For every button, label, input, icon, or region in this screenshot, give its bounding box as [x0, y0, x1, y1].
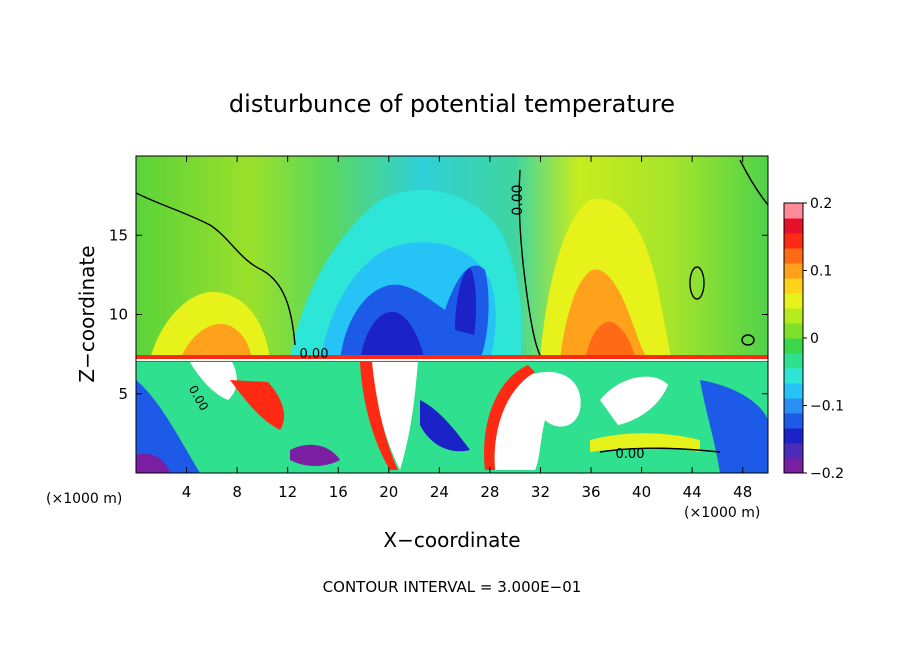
x-tick-label: 40 — [632, 483, 651, 501]
lower-red-plume-1 — [230, 380, 285, 430]
colorbar-tick-label: −0.1 — [810, 399, 844, 415]
lower-blue-patch-2 — [420, 400, 470, 452]
contour-interval-note: CONTOUR INTERVAL = 3.000E−01 — [323, 578, 582, 596]
colorbar-tick-label: 0 — [810, 331, 819, 347]
zero-contour-loop — [689, 266, 705, 300]
colorbar-swatch — [784, 428, 803, 444]
y-unit-label: (×1000 m) — [46, 491, 122, 507]
colorbar-swatch — [784, 443, 803, 459]
chart-title: disturbunce of potential temperature — [229, 90, 675, 118]
lower-white-plume-2 — [370, 362, 418, 470]
y-tick-label: 10 — [109, 306, 128, 324]
colorbar-swatch — [784, 218, 803, 234]
colorbar-tick-label: −0.2 — [810, 466, 844, 482]
colorbar-swatch — [784, 323, 803, 339]
x-tick-label: 16 — [329, 483, 348, 501]
x-tick-label: 8 — [232, 483, 242, 501]
lower-yellow-band — [590, 433, 700, 452]
y-tick-label: 5 — [118, 385, 128, 403]
contour-label-1: 0.00 — [510, 184, 526, 215]
colorbar-swatch — [784, 383, 803, 399]
lower-white-plume-1 — [190, 362, 237, 400]
zero-contour-left — [136, 192, 296, 346]
colorbar-swatch — [784, 338, 803, 354]
colorbar-swatch — [784, 413, 803, 429]
colorbar-swatch — [784, 398, 803, 414]
lower-blue-patch-1 — [136, 380, 200, 473]
x-tick-label: 28 — [480, 483, 499, 501]
darkorange-region-right — [585, 321, 636, 360]
zero-contour-loop-2 — [741, 334, 755, 346]
zero-contour-right — [518, 169, 541, 356]
orange-region-left — [180, 324, 252, 360]
colorbar-ticks: 0.2 0.1 0 −0.1 −0.2 — [803, 196, 844, 482]
lower-purple-patch — [290, 444, 340, 466]
colorbar-swatch — [784, 203, 803, 219]
contour-label-2: 0.00 — [300, 347, 329, 362]
y-axis-ticks: 5 10 15 — [109, 226, 768, 403]
x-tick-label: 12 — [278, 483, 297, 501]
lower-red-edge-3 — [484, 365, 535, 470]
lower-layer-field — [136, 362, 768, 473]
y-tick-label: 15 — [109, 226, 128, 244]
lower-white-plume-3 — [494, 371, 581, 470]
colorbar-swatch — [784, 233, 803, 249]
x-tick-label: 20 — [379, 483, 398, 501]
x-tick-label: 32 — [531, 483, 550, 501]
x-tick-label: 44 — [683, 483, 702, 501]
x-tick-label: 36 — [581, 483, 600, 501]
x-tick-label: 48 — [733, 483, 752, 501]
lower-red-edge-2 — [360, 362, 398, 470]
x-tick-label: 24 — [430, 483, 449, 501]
heatmap-area — [136, 156, 768, 473]
colorbar-swatch — [784, 293, 803, 309]
interface-strip-white — [136, 359, 768, 361]
contour-label-3: 0.00 — [616, 447, 645, 462]
lower-purple-patch-2 — [136, 453, 170, 473]
colorbar — [783, 202, 804, 474]
lower-blue-patch-5 — [700, 380, 768, 473]
colorbar-swatch — [784, 278, 803, 294]
x-unit-label: (×1000 m) — [684, 505, 760, 521]
colorbar-tick-label: 0.1 — [810, 264, 832, 280]
colorbar-swatch — [784, 248, 803, 264]
y-axis-label: Z−coordinate — [75, 245, 99, 382]
colorbar-swatch — [784, 368, 803, 384]
lower-white-swirl-4 — [600, 376, 668, 425]
colorbar-tick-label: 0.2 — [810, 196, 832, 212]
x-axis-label: X−coordinate — [383, 528, 520, 552]
zero-contour-right-top — [739, 159, 768, 206]
x-tick-label: 4 — [182, 483, 192, 501]
zero-contour-lower — [599, 447, 721, 453]
x-axis-ticks: 4 8 12 16 20 24 28 32 36 40 44 48 — [182, 156, 752, 501]
colorbar-swatch — [784, 263, 803, 279]
colorbar-swatch — [784, 308, 803, 324]
darkblue-region-center — [360, 311, 425, 360]
colorbar-swatch — [784, 458, 803, 474]
interface-strip — [136, 355, 768, 362]
darkblue-region-2 — [455, 268, 477, 335]
colorbar-swatch — [784, 353, 803, 369]
